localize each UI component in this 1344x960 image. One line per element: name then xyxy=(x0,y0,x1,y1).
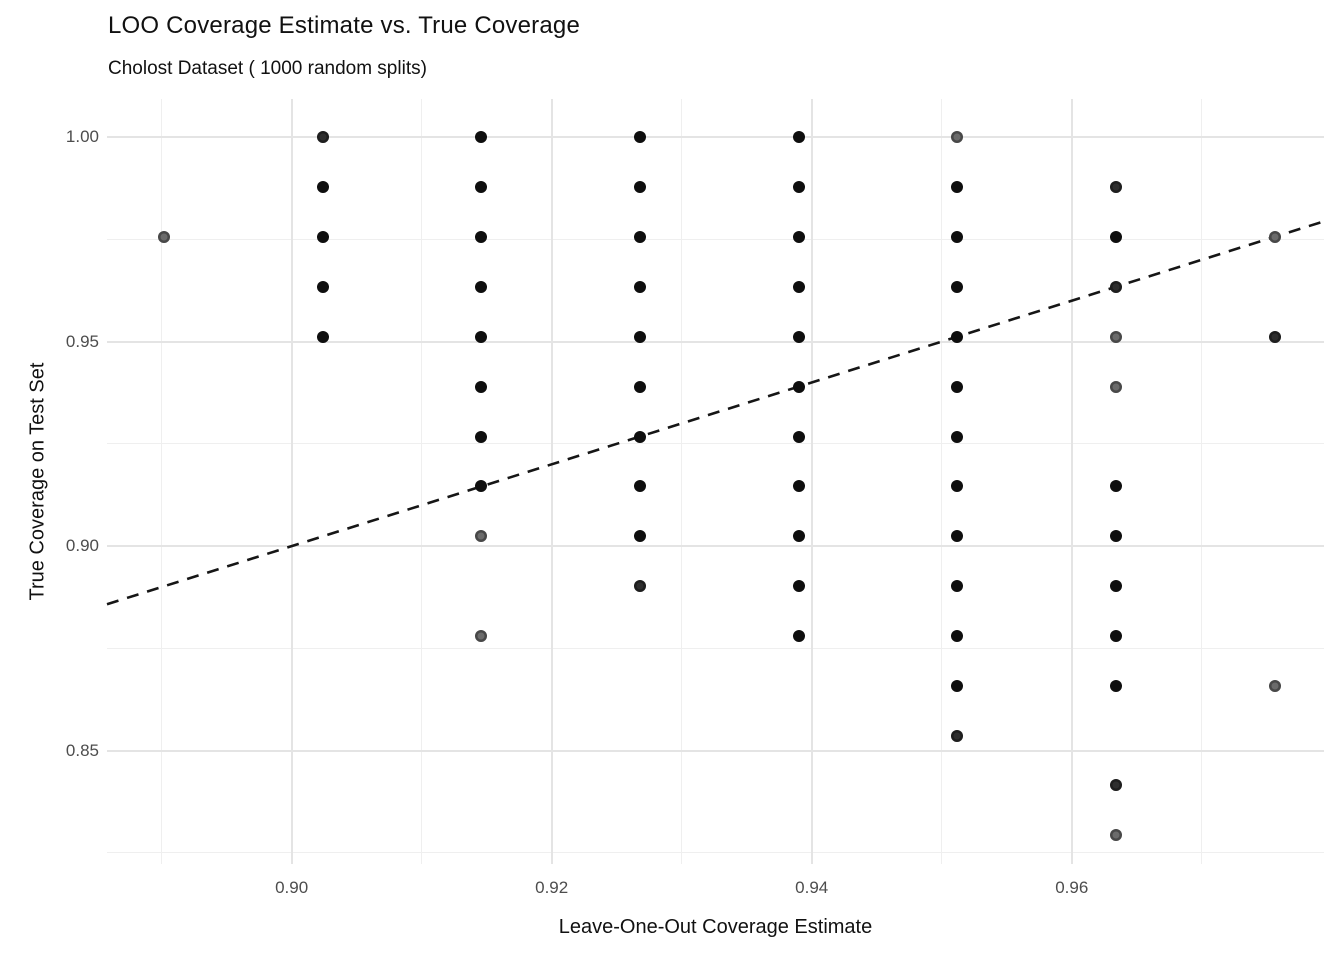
data-point xyxy=(475,530,488,543)
data-point xyxy=(951,280,964,293)
y-tick-label: 0.95 xyxy=(65,331,99,351)
gridline-y-major xyxy=(107,340,1324,343)
data-point xyxy=(1268,679,1281,692)
data-point xyxy=(475,230,488,243)
data-point xyxy=(951,679,964,692)
data-point xyxy=(792,330,805,343)
data-point xyxy=(1109,380,1122,393)
data-point xyxy=(951,180,964,193)
chart-title: LOO Coverage Estimate vs. True Coverage xyxy=(108,12,581,39)
data-point xyxy=(316,280,329,293)
data-point xyxy=(792,430,805,443)
y-tick-label: 0.90 xyxy=(65,536,99,556)
data-point xyxy=(475,380,488,393)
gridline-y-minor xyxy=(107,852,1324,854)
data-point xyxy=(951,330,964,343)
data-point xyxy=(1109,230,1122,243)
data-point xyxy=(792,530,805,543)
y-tick-label: 0.85 xyxy=(65,740,99,760)
data-point xyxy=(792,380,805,393)
data-point xyxy=(475,280,488,293)
x-axis-title: Leave-One-Out Coverage Estimate xyxy=(558,916,873,938)
data-point xyxy=(792,280,805,293)
data-point xyxy=(951,630,964,643)
data-point xyxy=(951,380,964,393)
plot-panel xyxy=(107,99,1324,864)
data-point xyxy=(792,230,805,243)
data-point xyxy=(1109,630,1122,643)
data-point xyxy=(1109,779,1122,792)
gridline-y-major xyxy=(107,136,1324,139)
data-point xyxy=(1109,679,1122,692)
gridline-y-minor xyxy=(107,238,1324,240)
data-point xyxy=(1109,829,1122,842)
data-point xyxy=(634,430,647,443)
data-point xyxy=(634,230,647,243)
data-point xyxy=(951,230,964,243)
data-point xyxy=(792,630,805,643)
x-tick-label: 0.92 xyxy=(535,878,569,897)
data-point xyxy=(316,131,329,144)
data-point xyxy=(1268,330,1281,343)
data-point xyxy=(158,230,171,243)
data-point xyxy=(475,180,488,193)
data-point xyxy=(1109,280,1122,293)
x-tick-label: 0.96 xyxy=(1055,878,1089,897)
data-point xyxy=(792,480,805,493)
y-axis-title: True Coverage on Test Set xyxy=(26,362,49,601)
gridline-y-major xyxy=(107,545,1324,548)
data-point xyxy=(475,430,488,443)
data-point xyxy=(316,330,329,343)
data-point xyxy=(1109,180,1122,193)
data-point xyxy=(1109,480,1122,493)
gridline-y-minor xyxy=(107,443,1324,445)
data-point xyxy=(634,280,647,293)
data-point xyxy=(951,580,964,593)
data-point xyxy=(634,330,647,343)
data-point xyxy=(951,729,964,742)
data-point xyxy=(1109,330,1122,343)
data-point xyxy=(634,131,647,144)
data-point xyxy=(951,480,964,493)
data-point xyxy=(634,380,647,393)
data-point xyxy=(316,230,329,243)
gridline-y-major xyxy=(107,749,1324,752)
x-tick-label: 0.90 xyxy=(275,878,309,897)
data-point xyxy=(634,580,647,593)
data-point xyxy=(475,330,488,343)
data-point xyxy=(951,430,964,443)
y-tick-label: 1.00 xyxy=(65,127,99,147)
data-point xyxy=(951,131,964,144)
data-point xyxy=(1109,580,1122,593)
data-point xyxy=(1268,230,1281,243)
data-point xyxy=(316,180,329,193)
data-point xyxy=(951,530,964,543)
data-point xyxy=(634,530,647,543)
data-point xyxy=(792,180,805,193)
data-point xyxy=(475,630,488,643)
gridline-y-minor xyxy=(107,647,1324,649)
data-point xyxy=(634,480,647,493)
data-point xyxy=(475,480,488,493)
data-point xyxy=(634,180,647,193)
data-point xyxy=(792,131,805,144)
data-point xyxy=(792,580,805,593)
data-point xyxy=(475,131,488,144)
x-tick-label: 0.94 xyxy=(795,878,829,897)
chart-subtitle: Cholost Dataset ( 1000 random splits) xyxy=(108,58,427,79)
data-point xyxy=(1109,530,1122,543)
